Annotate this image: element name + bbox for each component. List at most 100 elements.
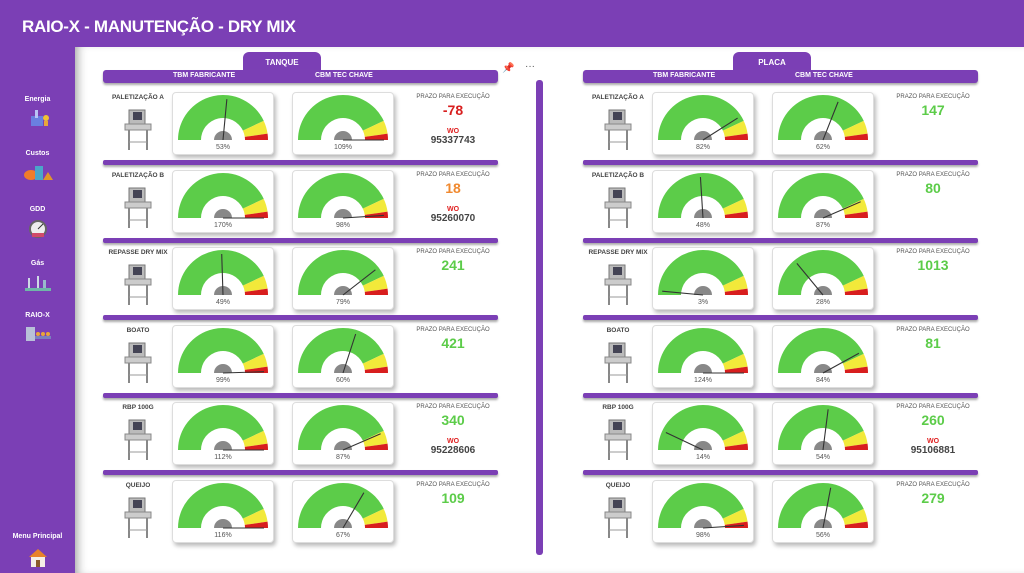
gauge-band — [658, 327, 744, 373]
xray-machine-image — [604, 187, 632, 228]
gauge-value: 48% — [696, 222, 710, 229]
gauge-band — [778, 250, 864, 296]
gauge-cbm[interactable]: 62% — [772, 92, 874, 155]
gauge-cbm[interactable]: 54% — [772, 402, 874, 466]
gauge-cbm[interactable]: 79% — [292, 247, 394, 311]
gauge-band — [242, 276, 268, 293]
gauge-band — [778, 405, 864, 451]
gauge-band — [844, 366, 868, 373]
nav-gdd[interactable]: GDD — [0, 206, 75, 238]
gauge-band — [842, 198, 868, 215]
machine-row: PALETIZAÇÃO A 82% 62% PRAZO PARA EXECUÇÃ… — [583, 88, 978, 166]
gauge-tbm[interactable]: 170% — [172, 169, 274, 233]
nav-raio-x[interactable]: RAIO-X — [0, 312, 75, 344]
gauge-needle — [222, 99, 228, 141]
prazo-value: 340 — [441, 412, 465, 429]
nav-custos[interactable]: Custos — [0, 150, 75, 182]
gauge-value: 99% — [216, 377, 230, 384]
gauge-tbm[interactable]: 99% — [172, 324, 274, 388]
gauge-cbm[interactable]: 98% — [292, 169, 394, 233]
gauge-band — [724, 366, 748, 373]
gauge-chart: 49% — [178, 250, 268, 306]
page-title: RAIO-X - MANUTENÇÃO - DRY MIX — [22, 17, 296, 36]
more-options-icon[interactable]: ··· — [525, 61, 535, 72]
gauge-cbm[interactable]: 87% — [292, 402, 394, 466]
gauge-band — [844, 521, 868, 528]
gauge-band — [298, 172, 384, 218]
gauge-band — [722, 508, 748, 525]
gauge-hub — [214, 208, 232, 218]
gauge-tbm[interactable]: 82% — [652, 92, 754, 155]
prazo-label: PRAZO PARA EXECUÇÃO — [416, 249, 490, 256]
speedometer-icon — [28, 220, 47, 238]
gauge-cbm[interactable]: 109% — [292, 92, 394, 155]
gauge-tbm[interactable]: 14% — [652, 402, 754, 466]
gauge-band — [724, 133, 748, 140]
gauge-band — [242, 508, 268, 525]
prazo-card: PRAZO PARA EXECUÇÃO 80 — [888, 172, 978, 196]
gauge-hub — [814, 519, 832, 528]
gauge-tbm[interactable]: 3% — [652, 247, 754, 311]
gauge-value: 67% — [336, 532, 350, 539]
gauge-chart: 124% — [658, 327, 748, 384]
gauge-hub — [334, 286, 352, 296]
machine-name: REPASSE DRY MIX — [588, 249, 648, 257]
gas-plant-icon — [24, 276, 51, 291]
gauge-chart: 60% — [298, 327, 388, 384]
machine-row: RBP 100G 112% 87% PRAZO PARA EXECUÇÃO 34… — [103, 398, 498, 476]
gauge-tbm[interactable]: 124% — [652, 324, 754, 388]
gauge-cbm[interactable]: 67% — [292, 480, 394, 543]
xray-machine-image — [124, 109, 152, 150]
machine-name: QUEIJO — [605, 482, 631, 489]
gauge-chart: 79% — [298, 250, 388, 306]
panel-tanque: TANQUE TBM FABRICANTE CBM TEC CHAVE PALETI… — [103, 47, 498, 573]
gauge-band — [842, 431, 868, 448]
gauge-cbm[interactable]: 84% — [772, 324, 874, 388]
gauge-cbm[interactable]: 56% — [772, 480, 874, 543]
nav-energia[interactable]: Energia — [0, 96, 75, 128]
gauge-band — [244, 211, 268, 218]
tab-tanque[interactable]: TANQUE — [243, 52, 321, 74]
wo-label: WO — [446, 205, 460, 213]
gauge-band — [364, 133, 388, 140]
prazo-label: PRAZO PARA EXECUÇÃO — [416, 171, 490, 178]
gauge-tbm[interactable]: 48% — [652, 169, 754, 233]
nav-gas[interactable]: Gás — [0, 260, 75, 292]
gauge-needle — [822, 352, 860, 374]
gauge-value: 98% — [336, 222, 350, 229]
gauge-tbm[interactable]: 49% — [172, 247, 274, 311]
costs-icon — [23, 166, 53, 180]
xray-machine-image — [604, 264, 632, 306]
prazo-card: PRAZO PARA EXECUÇÃO -78 WO 95337743 — [408, 94, 498, 146]
pin-icon[interactable]: 📌 — [502, 63, 515, 74]
gauge-hub — [334, 208, 352, 218]
gauge-tbm[interactable]: 112% — [172, 402, 274, 466]
gauge-band — [364, 288, 388, 296]
gauge-band — [362, 276, 388, 293]
gauge-cbm[interactable]: 87% — [772, 169, 874, 233]
vertical-scrollbar[interactable] — [536, 80, 543, 555]
gauge-cbm[interactable]: 28% — [772, 247, 874, 311]
gauge-hub — [214, 519, 232, 528]
gauge-value: 87% — [816, 222, 830, 229]
menu-principal-button[interactable]: Menu Principal — [0, 533, 75, 569]
gauge-band — [178, 327, 264, 373]
gauge-band — [842, 508, 868, 525]
gauge-band — [844, 133, 868, 140]
gauge-tbm[interactable]: 53% — [172, 92, 274, 155]
gauge-cbm[interactable]: 60% — [292, 324, 394, 388]
prazo-label: PRAZO PARA EXECUÇÃO — [896, 94, 970, 100]
xray-machine-image — [604, 342, 632, 383]
gauge-needle — [342, 492, 365, 529]
gauge-tbm[interactable]: 116% — [172, 480, 274, 543]
energy-icon — [30, 110, 49, 126]
gauge-band — [178, 95, 264, 140]
gauge-value: 62% — [816, 144, 830, 151]
gauge-hub — [814, 286, 832, 296]
gauge-band — [244, 521, 268, 528]
prazo-card: PRAZO PARA EXECUÇÃO 81 — [888, 327, 978, 351]
gauge-needle — [702, 524, 744, 529]
machine-row: BOATO 124% 84% PRAZO PARA EXECUÇÃO 81 — [583, 321, 978, 399]
gauge-tbm[interactable]: 98% — [652, 480, 754, 543]
tab-placa[interactable]: PLACA — [733, 52, 811, 74]
